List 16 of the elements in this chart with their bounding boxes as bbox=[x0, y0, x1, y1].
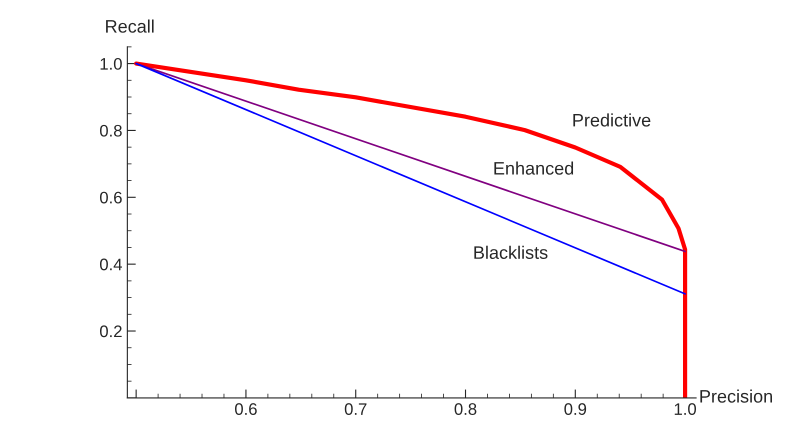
x-tick-label: 0.6 bbox=[235, 403, 257, 415]
y-tick-label: 0.4 bbox=[100, 258, 122, 270]
line-series bbox=[134, 61, 688, 398]
x-tick-label: 1.0 bbox=[674, 403, 696, 415]
y-tick-label: 0.6 bbox=[100, 192, 122, 204]
y-tick-label: 0.2 bbox=[100, 325, 122, 338]
x-tick-label: 0.8 bbox=[454, 403, 476, 415]
y-tick-label: 1.0 bbox=[100, 58, 122, 70]
x-tick-label: 0.7 bbox=[344, 403, 366, 415]
series-label: Enhanced bbox=[494, 161, 574, 175]
series-label: Predictive bbox=[573, 113, 650, 127]
y-axis-title: Recall bbox=[106, 20, 154, 33]
series-label: Blacklists bbox=[474, 246, 548, 259]
x-tick-label: 0.9 bbox=[564, 403, 586, 415]
y-tick-label: 0.8 bbox=[100, 124, 122, 137]
x-axis-title: Precision bbox=[700, 389, 772, 403]
